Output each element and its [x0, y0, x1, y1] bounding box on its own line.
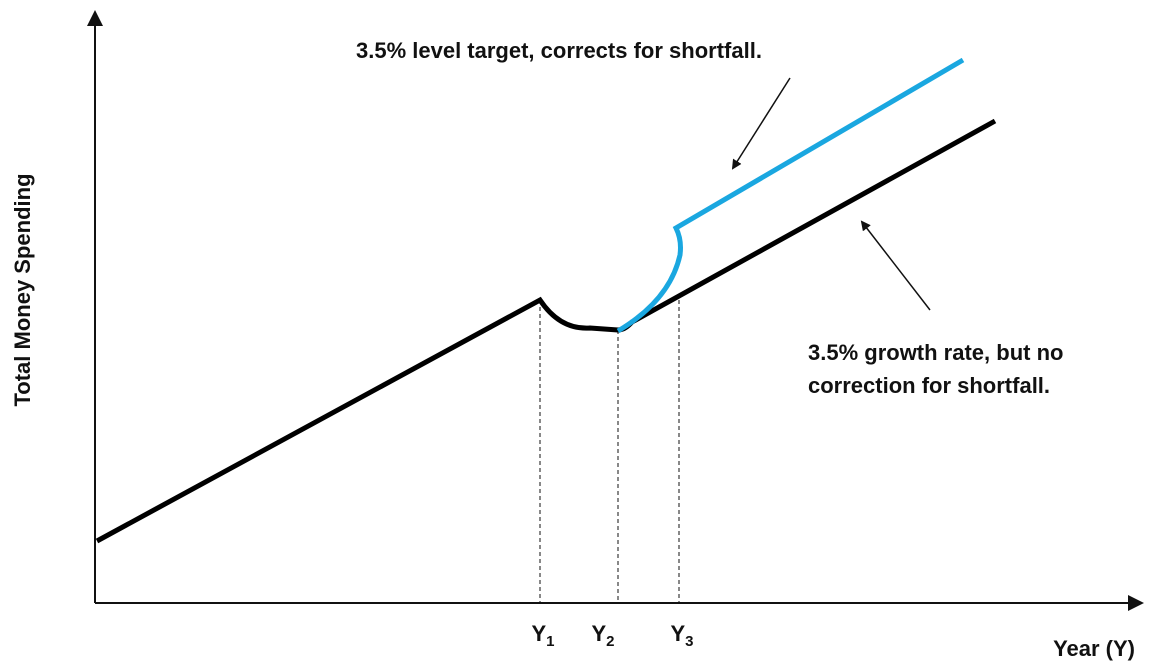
tick-letter: Y — [531, 621, 546, 646]
growth-rate-line — [95, 118, 997, 544]
tick-label: Y1 — [531, 621, 554, 650]
annotation: 3.5% level target, corrects for shortfal… — [356, 38, 762, 63]
tick-label: Y2 — [591, 621, 614, 650]
annotation-arrow — [731, 77, 791, 170]
tick-subscript: 2 — [606, 633, 614, 650]
tick-letter: Y — [591, 621, 606, 646]
tick-subscript: 1 — [546, 633, 554, 650]
y-axis-label: Total Money Spending — [10, 173, 35, 406]
x-axis-label: Year (Y) — [1053, 636, 1135, 661]
guides — [539, 300, 680, 603]
level-target-line — [616, 57, 965, 334]
annotation: correction for shortfall. — [808, 373, 1050, 398]
annotation: 3.5% growth rate, but no — [808, 340, 1063, 365]
annotation-arrow — [860, 220, 931, 311]
tick-letter: Y — [670, 621, 685, 646]
ticks: Y1 Y2 Y3 — [531, 621, 693, 650]
tick-subscript: 3 — [685, 633, 693, 650]
tick-label: Y3 — [670, 621, 693, 650]
